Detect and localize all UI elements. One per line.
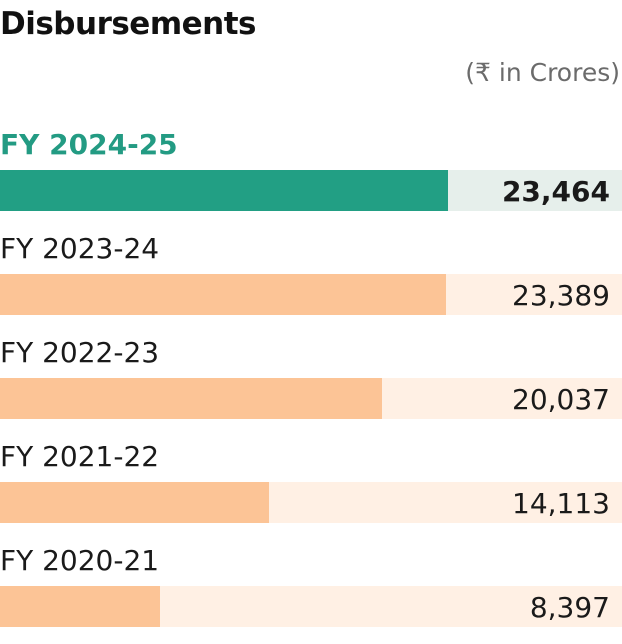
bar-row: FY 2022-23 20,037 — [0, 336, 622, 436]
bar — [0, 586, 160, 627]
unit-label: (₹ in Crores) — [465, 58, 620, 87]
year-label: FY 2024-25 — [0, 128, 178, 161]
bar-track — [0, 274, 622, 315]
bar — [0, 170, 448, 211]
bar-track — [0, 482, 622, 523]
bar-row: FY 2021-22 14,113 — [0, 440, 622, 540]
year-label: FY 2021-22 — [0, 440, 160, 473]
value-label: 20,037 — [512, 383, 610, 416]
value-label: 8,397 — [529, 591, 610, 624]
value-label: 23,389 — [512, 279, 610, 312]
bar-row: FY 2020-21 8,397 — [0, 544, 622, 644]
value-label: 14,113 — [512, 487, 610, 520]
bar-track — [0, 170, 622, 211]
bar-row: FY 2024-25 23,464 — [0, 128, 622, 228]
bar-track — [0, 586, 622, 627]
bar — [0, 482, 269, 523]
chart-title: Disbursements — [0, 6, 257, 42]
bar — [0, 274, 446, 315]
bar — [0, 378, 382, 419]
value-label: 23,464 — [501, 175, 610, 208]
year-label: FY 2022-23 — [0, 336, 160, 369]
year-label: FY 2020-21 — [0, 544, 160, 577]
year-label: FY 2023-24 — [0, 232, 160, 265]
bar-row: FY 2023-24 23,389 — [0, 232, 622, 332]
disbursements-bar-chart: FY 2024-25 23,464 FY 2023-24 23,389 FY 2022-… — [0, 128, 622, 627]
bar-track — [0, 378, 622, 419]
